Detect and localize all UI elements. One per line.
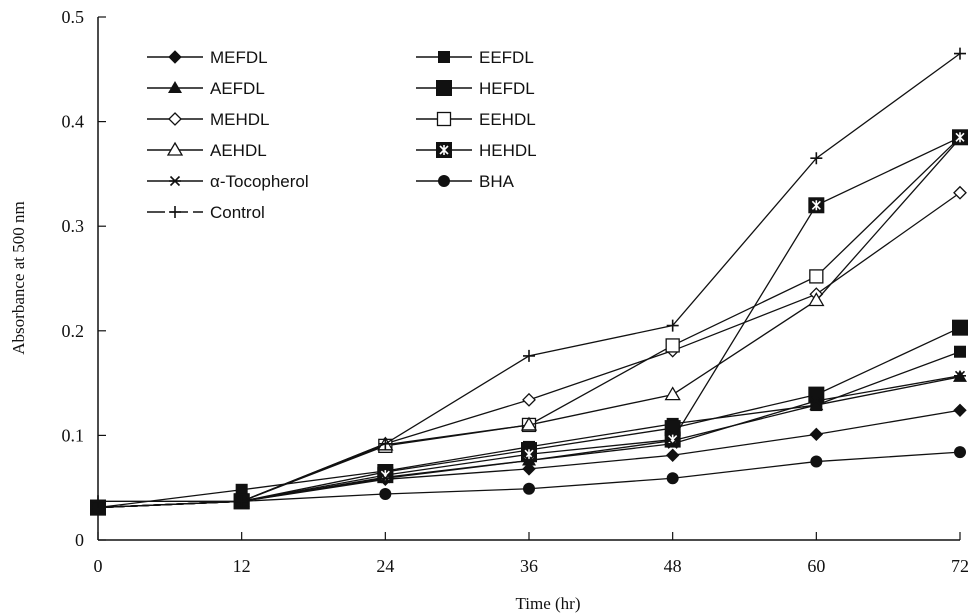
- data-point-control: [379, 437, 392, 450]
- legend-item-eefdl: EEFDL: [416, 48, 534, 67]
- data-point-tocopherol: [523, 455, 535, 466]
- legend-marker: [169, 175, 181, 187]
- data-point-hehdl: [952, 129, 968, 146]
- y-tick-label: 0.4: [62, 112, 85, 132]
- data-point-hehdl: [664, 431, 681, 448]
- data-point-bha: [379, 487, 392, 500]
- data-point-hehdl: [808, 197, 825, 214]
- y-tick-label: 0.5: [62, 7, 85, 27]
- legend-marker: [168, 81, 182, 93]
- data-point-tocopherol: [379, 473, 392, 484]
- legend-marker: [438, 51, 450, 63]
- legend-marker: [166, 141, 184, 156]
- legend-item-aehdl: AEHDL: [147, 141, 267, 160]
- data-point-mehdl: [522, 392, 536, 407]
- legend-marker: [436, 80, 452, 96]
- legend-item-mehdl: MEHDL: [147, 110, 270, 129]
- legend-item-aefdl: AEFDL: [147, 79, 265, 98]
- legend-item-hefdl: HEFDL: [416, 79, 535, 98]
- data-point-eehdl: [809, 269, 824, 284]
- data-point-aehdl: [520, 416, 538, 431]
- legend-item-tocopherol: α-Tocopherol: [147, 172, 309, 191]
- data-point-hefdl: [808, 386, 825, 403]
- data-point-control: [666, 319, 679, 332]
- y-tick-label: 0.3: [62, 216, 85, 236]
- data-point-bha: [92, 501, 104, 514]
- legend-marker: [436, 142, 452, 158]
- data-point-control: [523, 349, 535, 362]
- data-point-mefdl: [665, 448, 680, 462]
- x-axis-title: Time (hr): [515, 594, 580, 613]
- x-tick-label: 72: [951, 556, 969, 576]
- data-point-control: [954, 47, 966, 60]
- y-tick-label: 0.1: [62, 425, 85, 445]
- legend-marker: [168, 112, 182, 126]
- x-tick-label: 12: [233, 556, 251, 576]
- series-layer: [89, 47, 969, 516]
- legend-label: HEHDL: [479, 141, 537, 160]
- legend-label: MEHDL: [210, 110, 270, 129]
- data-point-mefdl: [522, 462, 536, 476]
- axes-layer: 0 0.1 0.2 0.3 0.4 0.5 0 12 24 36 48 60 72: [62, 7, 970, 576]
- data-point-hefdl: [952, 319, 968, 336]
- data-point-eehdl: [665, 338, 680, 353]
- data-point-control: [92, 495, 104, 508]
- data-point-eefdl: [235, 483, 248, 496]
- data-point-bha: [523, 482, 535, 495]
- legend-item-eehdl: EEHDL: [416, 110, 536, 129]
- data-point-bha: [666, 472, 679, 485]
- data-point-mefdl: [953, 403, 967, 418]
- y-axis-title: Absorbance at 500 nm: [9, 201, 28, 354]
- series-control: [92, 47, 966, 508]
- legend-label: AEHDL: [210, 141, 267, 160]
- legend-label: EEHDL: [479, 110, 536, 129]
- y-tick-label: 0: [75, 530, 84, 550]
- y-tick-label: 0.2: [62, 321, 85, 341]
- x-tick-label: 0: [94, 556, 103, 576]
- legend-item-bha: BHA: [416, 172, 515, 191]
- data-point-mefdl: [809, 427, 824, 442]
- data-point-aefdl: [809, 398, 824, 411]
- x-tick-label: 48: [664, 556, 682, 576]
- legend-marker: [169, 206, 181, 218]
- x-tick-label: 36: [520, 556, 538, 576]
- legend-marker: [436, 111, 452, 127]
- legend-marker: [168, 50, 182, 64]
- x-tick-label: 60: [807, 556, 825, 576]
- legend-item-control: Control: [147, 203, 265, 222]
- legend-label: α-Tocopherol: [210, 172, 309, 191]
- data-point-tocopherol: [666, 438, 679, 449]
- data-point-tocopherol: [810, 395, 823, 406]
- legend-label: HEFDL: [479, 79, 535, 98]
- legend-item-hehdl: HEHDL: [416, 141, 537, 160]
- x-tick-label: 24: [376, 556, 394, 576]
- legend-label: MEFDL: [210, 48, 268, 67]
- data-point-bha: [810, 455, 823, 468]
- data-point-aehdl: [664, 386, 681, 401]
- data-point-bha: [954, 446, 966, 459]
- data-point-tocopherol: [954, 370, 966, 381]
- data-point-eefdl: [954, 345, 966, 358]
- data-point-hehdl: [377, 467, 394, 484]
- legend: MEFDL EEFDL AEFDL HEFDL MEHDL EEHDL AEHDL HEHDL…: [147, 48, 537, 222]
- data-point-aehdl: [808, 292, 825, 307]
- legend-item-mefdl: MEFDL: [147, 48, 268, 67]
- legend-label: BHA: [479, 172, 515, 191]
- legend-label: AEFDL: [210, 79, 265, 98]
- data-point-control: [810, 152, 823, 165]
- data-point-mehdl: [953, 185, 967, 200]
- legend-marker: [438, 175, 450, 187]
- legend-label: Control: [210, 203, 265, 222]
- data-point-control: [235, 495, 248, 508]
- legend-label: EEFDL: [479, 48, 534, 67]
